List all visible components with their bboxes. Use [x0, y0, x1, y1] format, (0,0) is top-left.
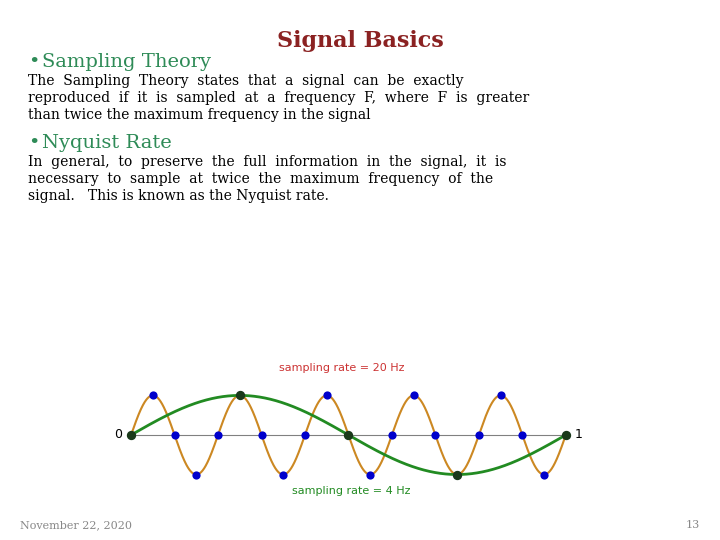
- Point: [343, 430, 354, 439]
- Point: [125, 430, 137, 439]
- Text: Sampling Theory: Sampling Theory: [42, 53, 211, 71]
- Text: •: •: [28, 134, 40, 152]
- Point: [234, 391, 246, 400]
- Text: than twice the maximum frequency in the signal: than twice the maximum frequency in the …: [28, 108, 371, 122]
- Point: [364, 470, 376, 479]
- Point: [300, 430, 311, 439]
- Text: sampling rate = 20 Hz: sampling rate = 20 Hz: [279, 363, 405, 373]
- Text: In  general,  to  preserve  the  full  information  in  the  signal,  it  is: In general, to preserve the full informa…: [28, 155, 506, 169]
- Point: [386, 430, 397, 439]
- Point: [191, 470, 202, 479]
- Point: [516, 430, 528, 439]
- Text: The  Sampling  Theory  states  that  a  signal  can  be  exactly: The Sampling Theory states that a signal…: [28, 74, 464, 88]
- Text: Signal Basics: Signal Basics: [276, 30, 444, 52]
- Point: [451, 470, 463, 479]
- Text: sampling rate = 4 Hz: sampling rate = 4 Hz: [292, 486, 410, 496]
- Point: [451, 470, 463, 479]
- Point: [408, 391, 420, 400]
- Text: 1: 1: [575, 428, 582, 442]
- Text: 0: 0: [114, 428, 122, 442]
- Point: [343, 430, 354, 439]
- Text: reproduced  if  it  is  sampled  at  a  frequency  F,  where  F  is  greater: reproduced if it is sampled at a frequen…: [28, 91, 529, 105]
- Point: [234, 391, 246, 400]
- Text: Nyquist Rate: Nyquist Rate: [42, 134, 172, 152]
- Point: [277, 470, 289, 479]
- Point: [321, 391, 333, 400]
- Text: November 22, 2020: November 22, 2020: [20, 520, 132, 530]
- Point: [495, 391, 506, 400]
- Point: [125, 430, 137, 439]
- Text: •: •: [28, 53, 40, 71]
- Point: [168, 430, 180, 439]
- Point: [430, 430, 441, 439]
- Point: [539, 470, 550, 479]
- Text: 13: 13: [685, 520, 700, 530]
- Point: [147, 391, 158, 400]
- Point: [560, 430, 572, 439]
- Text: necessary  to  sample  at  twice  the  maximum  frequency  of  the: necessary to sample at twice the maximum…: [28, 172, 493, 186]
- Point: [256, 430, 267, 439]
- Text: signal.   This is known as the Nyquist rate.: signal. This is known as the Nyquist rat…: [28, 189, 329, 203]
- Point: [560, 430, 572, 439]
- Point: [212, 430, 224, 439]
- Point: [473, 430, 485, 439]
